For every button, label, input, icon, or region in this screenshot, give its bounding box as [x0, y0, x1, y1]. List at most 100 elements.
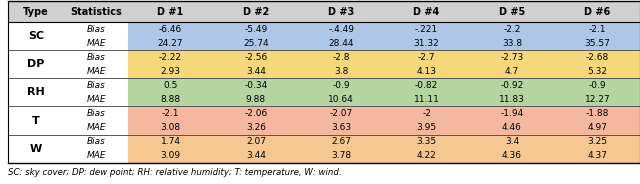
- Text: D #6: D #6: [584, 7, 611, 17]
- Text: -6.46: -6.46: [159, 25, 182, 34]
- Text: MAE: MAE: [86, 151, 106, 160]
- Text: -1.94: -1.94: [500, 109, 524, 118]
- Text: 3.44: 3.44: [246, 67, 266, 76]
- Text: 0.5: 0.5: [163, 81, 178, 90]
- Text: -2.7: -2.7: [418, 53, 435, 62]
- Text: Bias: Bias: [87, 81, 106, 90]
- Text: 2.07: 2.07: [246, 137, 266, 146]
- Text: MAE: MAE: [86, 123, 106, 132]
- Text: -0.9: -0.9: [332, 81, 350, 90]
- Text: W: W: [30, 144, 42, 154]
- Text: T: T: [32, 116, 40, 125]
- Bar: [8, 135, 640, 163]
- Text: 3.08: 3.08: [161, 123, 180, 132]
- Text: Type: Type: [23, 7, 49, 17]
- Text: 11.83: 11.83: [499, 95, 525, 104]
- Bar: [8, 1, 640, 22]
- Text: D #5: D #5: [499, 7, 525, 17]
- Text: DP: DP: [28, 59, 45, 69]
- Text: -2.07: -2.07: [330, 109, 353, 118]
- Text: -2.2: -2.2: [503, 25, 520, 34]
- Text: RH: RH: [28, 87, 45, 98]
- Text: -2.06: -2.06: [244, 109, 268, 118]
- Text: 33.8: 33.8: [502, 39, 522, 48]
- Text: -2.56: -2.56: [244, 53, 268, 62]
- Text: 4.22: 4.22: [417, 151, 436, 160]
- Text: -2.8: -2.8: [332, 53, 350, 62]
- Text: Bias: Bias: [87, 109, 106, 118]
- Text: 31.32: 31.32: [413, 39, 440, 48]
- Text: 35.57: 35.57: [584, 39, 610, 48]
- Text: 12.27: 12.27: [584, 95, 610, 104]
- Text: Bias: Bias: [87, 25, 106, 34]
- Text: 28.44: 28.44: [328, 39, 354, 48]
- Text: Bias: Bias: [87, 137, 106, 146]
- Text: SC: SC: [28, 31, 44, 41]
- Bar: [8, 78, 640, 107]
- Text: 3.4: 3.4: [505, 137, 519, 146]
- Text: 4.97: 4.97: [588, 123, 607, 132]
- Text: -0.34: -0.34: [244, 81, 268, 90]
- Text: -.4.49: -.4.49: [328, 25, 354, 34]
- Text: 3.78: 3.78: [331, 151, 351, 160]
- Bar: [8, 50, 640, 78]
- Text: Statistics: Statistics: [70, 7, 122, 17]
- Text: D #4: D #4: [413, 7, 440, 17]
- Bar: [65, 135, 128, 163]
- Text: 4.37: 4.37: [588, 151, 607, 160]
- Bar: [65, 107, 128, 135]
- Text: D #1: D #1: [157, 7, 184, 17]
- Text: 1.74: 1.74: [161, 137, 180, 146]
- Bar: [8, 135, 65, 163]
- Text: 10.64: 10.64: [328, 95, 354, 104]
- Bar: [65, 22, 128, 50]
- Text: Bias: Bias: [87, 53, 106, 62]
- Text: -5.49: -5.49: [244, 25, 268, 34]
- Bar: [8, 22, 65, 50]
- Bar: [65, 78, 128, 107]
- Text: 4.7: 4.7: [505, 67, 519, 76]
- Bar: [8, 78, 65, 107]
- Text: D #2: D #2: [243, 7, 269, 17]
- Text: 3.35: 3.35: [417, 137, 436, 146]
- Text: 3.63: 3.63: [331, 123, 351, 132]
- Text: 3.95: 3.95: [417, 123, 436, 132]
- Text: D #3: D #3: [328, 7, 355, 17]
- Bar: [8, 107, 640, 135]
- Bar: [8, 107, 65, 135]
- Bar: [8, 50, 65, 78]
- Text: 3.09: 3.09: [161, 151, 180, 160]
- Text: 2.67: 2.67: [332, 137, 351, 146]
- Text: -0.9: -0.9: [589, 81, 606, 90]
- Text: MAE: MAE: [86, 39, 106, 48]
- Text: -2.1: -2.1: [589, 25, 606, 34]
- Text: 2.93: 2.93: [161, 67, 180, 76]
- Text: 4.36: 4.36: [502, 151, 522, 160]
- Text: 3.8: 3.8: [334, 67, 348, 76]
- Text: 5.32: 5.32: [588, 67, 607, 76]
- Text: 3.26: 3.26: [246, 123, 266, 132]
- Text: 3.25: 3.25: [588, 137, 607, 146]
- Bar: [8, 22, 640, 50]
- Text: -0.92: -0.92: [500, 81, 524, 90]
- Text: 9.88: 9.88: [246, 95, 266, 104]
- Text: 4.46: 4.46: [502, 123, 522, 132]
- Text: -.221: -.221: [415, 25, 438, 34]
- Text: -1.88: -1.88: [586, 109, 609, 118]
- Text: -2.68: -2.68: [586, 53, 609, 62]
- Text: 11.11: 11.11: [413, 95, 440, 104]
- Text: -2: -2: [422, 109, 431, 118]
- Text: 4.13: 4.13: [417, 67, 436, 76]
- Text: MAE: MAE: [86, 95, 106, 104]
- Text: 25.74: 25.74: [243, 39, 269, 48]
- Text: MAE: MAE: [86, 67, 106, 76]
- Text: 3.44: 3.44: [246, 151, 266, 160]
- Text: -0.82: -0.82: [415, 81, 438, 90]
- Text: 24.27: 24.27: [158, 39, 183, 48]
- Text: SC: sky cover; DP: dew point; RH: relative humidity; T: temperature, W: wind.: SC: sky cover; DP: dew point; RH: relati…: [8, 168, 341, 177]
- Text: -2.22: -2.22: [159, 53, 182, 62]
- Text: 8.88: 8.88: [161, 95, 180, 104]
- Bar: [65, 50, 128, 78]
- Text: -2.73: -2.73: [500, 53, 524, 62]
- Text: -2.1: -2.1: [162, 109, 179, 118]
